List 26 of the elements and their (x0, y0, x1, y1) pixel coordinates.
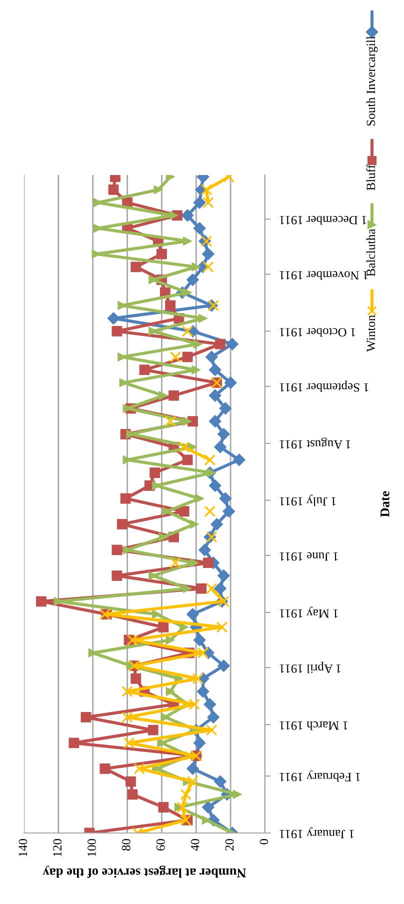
x-axis-title: Number at largest service of the day (42, 866, 246, 878)
y-tick-label: 1 November 1911 (280, 271, 368, 280)
y-axis-title: Date (380, 491, 390, 517)
y-tick-label: 1 May 1911 (280, 606, 338, 618)
y-tick-label: 1 August 1911 (280, 438, 350, 449)
y-tick-label: 1 July 1911 (280, 494, 336, 506)
legend-label: Bluff (366, 164, 376, 190)
y-tick-label: 1 February 1911 (280, 770, 360, 782)
y-tick-label: 1 September 1911 (280, 380, 368, 392)
legend-label: South Invercargill (366, 36, 378, 126)
legend-label: Winton (366, 315, 376, 352)
y-tick-label: 1 March 1911 (280, 721, 348, 730)
y-tick-label: 1 January 1911 (280, 827, 354, 838)
x-tick-label: 40 (190, 839, 200, 851)
x-tick-label: 20 (225, 839, 234, 851)
x-tick-label: 80 (122, 839, 130, 851)
x-tick-label: 0 (260, 839, 268, 844)
y-tick-label: 1 April 1911 (280, 662, 341, 674)
x-tick-label: 140 (18, 839, 28, 856)
legend-label: Balclutha (366, 228, 376, 276)
x-tick-label: 100 (88, 839, 96, 856)
y-tick-label: 1 December 1911 (280, 216, 366, 225)
y-tick-label: 1 June 1911 (280, 552, 338, 561)
y-tick-label: 1 October 1911 (280, 328, 356, 337)
x-tick-label: 120 (53, 839, 62, 856)
x-tick-label: 60 (156, 839, 165, 851)
